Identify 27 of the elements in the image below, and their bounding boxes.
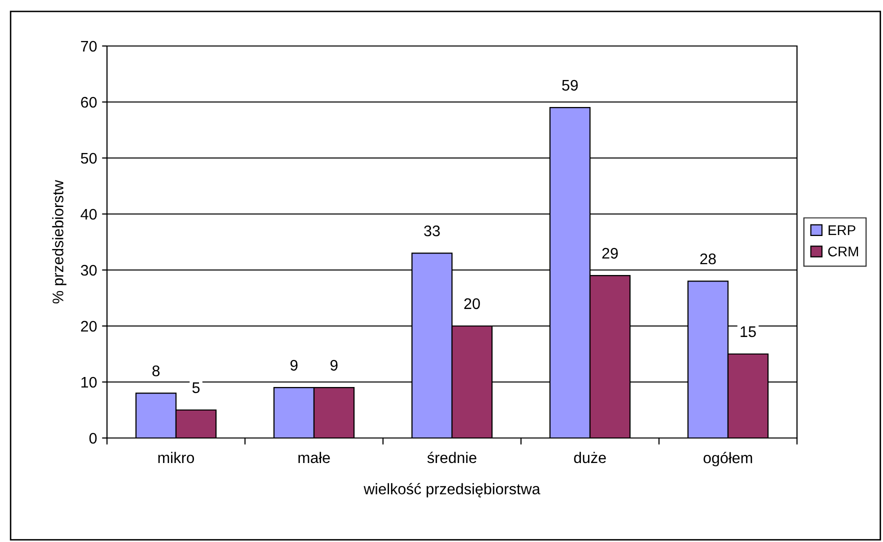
data-label: 5: [192, 382, 200, 394]
data-label: 8: [152, 365, 160, 376]
data-label: 9: [290, 360, 298, 371]
y-tick-label: 70: [81, 40, 97, 52]
data-label: 9: [330, 360, 338, 371]
y-tick-label: 10: [81, 376, 97, 388]
y-tick-label: 50: [80, 152, 97, 164]
y-axis-title: % przedsiebiorstw: [52, 180, 66, 304]
x-tick-label: mikro: [158, 452, 194, 464]
data-label: 29: [602, 248, 618, 259]
legend-label: ERP: [828, 225, 856, 235]
data-label: 28: [700, 253, 716, 264]
data-label: 59: [562, 80, 578, 91]
data-label: 20: [464, 298, 480, 310]
x-tick-label: średnie: [427, 452, 476, 464]
data-label: 15: [740, 326, 756, 338]
x-axis-title: wielkość przedsiębiorstwa: [364, 482, 540, 498]
y-tick-label: 30: [80, 264, 97, 276]
x-tick-label: duże: [574, 452, 606, 464]
x-tick-label: ogółem: [704, 452, 752, 466]
y-tick-label: 40: [80, 208, 97, 220]
x-tick-label: małe: [298, 452, 330, 464]
y-tick-label: 60: [81, 96, 97, 108]
y-tick-label: 0: [89, 432, 97, 444]
data-label: 33: [424, 225, 440, 236]
legend-label: CRM: [828, 246, 858, 256]
y-tick-label: 20: [81, 320, 97, 332]
